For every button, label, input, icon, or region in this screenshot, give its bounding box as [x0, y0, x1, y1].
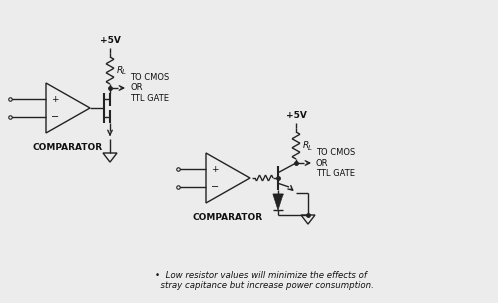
Text: −: −	[51, 112, 59, 122]
Text: +: +	[211, 165, 219, 174]
Text: R: R	[117, 66, 123, 75]
Text: +: +	[51, 95, 59, 104]
Text: L: L	[122, 69, 126, 75]
Text: −: −	[211, 182, 219, 192]
Text: +5V: +5V	[285, 111, 306, 120]
Text: COMPARATOR: COMPARATOR	[193, 213, 263, 222]
Text: +5V: +5V	[100, 36, 121, 45]
Text: R: R	[303, 141, 309, 150]
Text: TO CMOS
OR
TTL GATE: TO CMOS OR TTL GATE	[130, 73, 169, 103]
Text: COMPARATOR: COMPARATOR	[33, 143, 103, 152]
Text: TO CMOS
OR
TTL GATE: TO CMOS OR TTL GATE	[316, 148, 355, 178]
Text: L: L	[308, 145, 312, 151]
Text: •  Low resistor values will minimize the effects of
  stray capitance but increa: • Low resistor values will minimize the …	[155, 271, 374, 290]
Polygon shape	[273, 194, 283, 210]
